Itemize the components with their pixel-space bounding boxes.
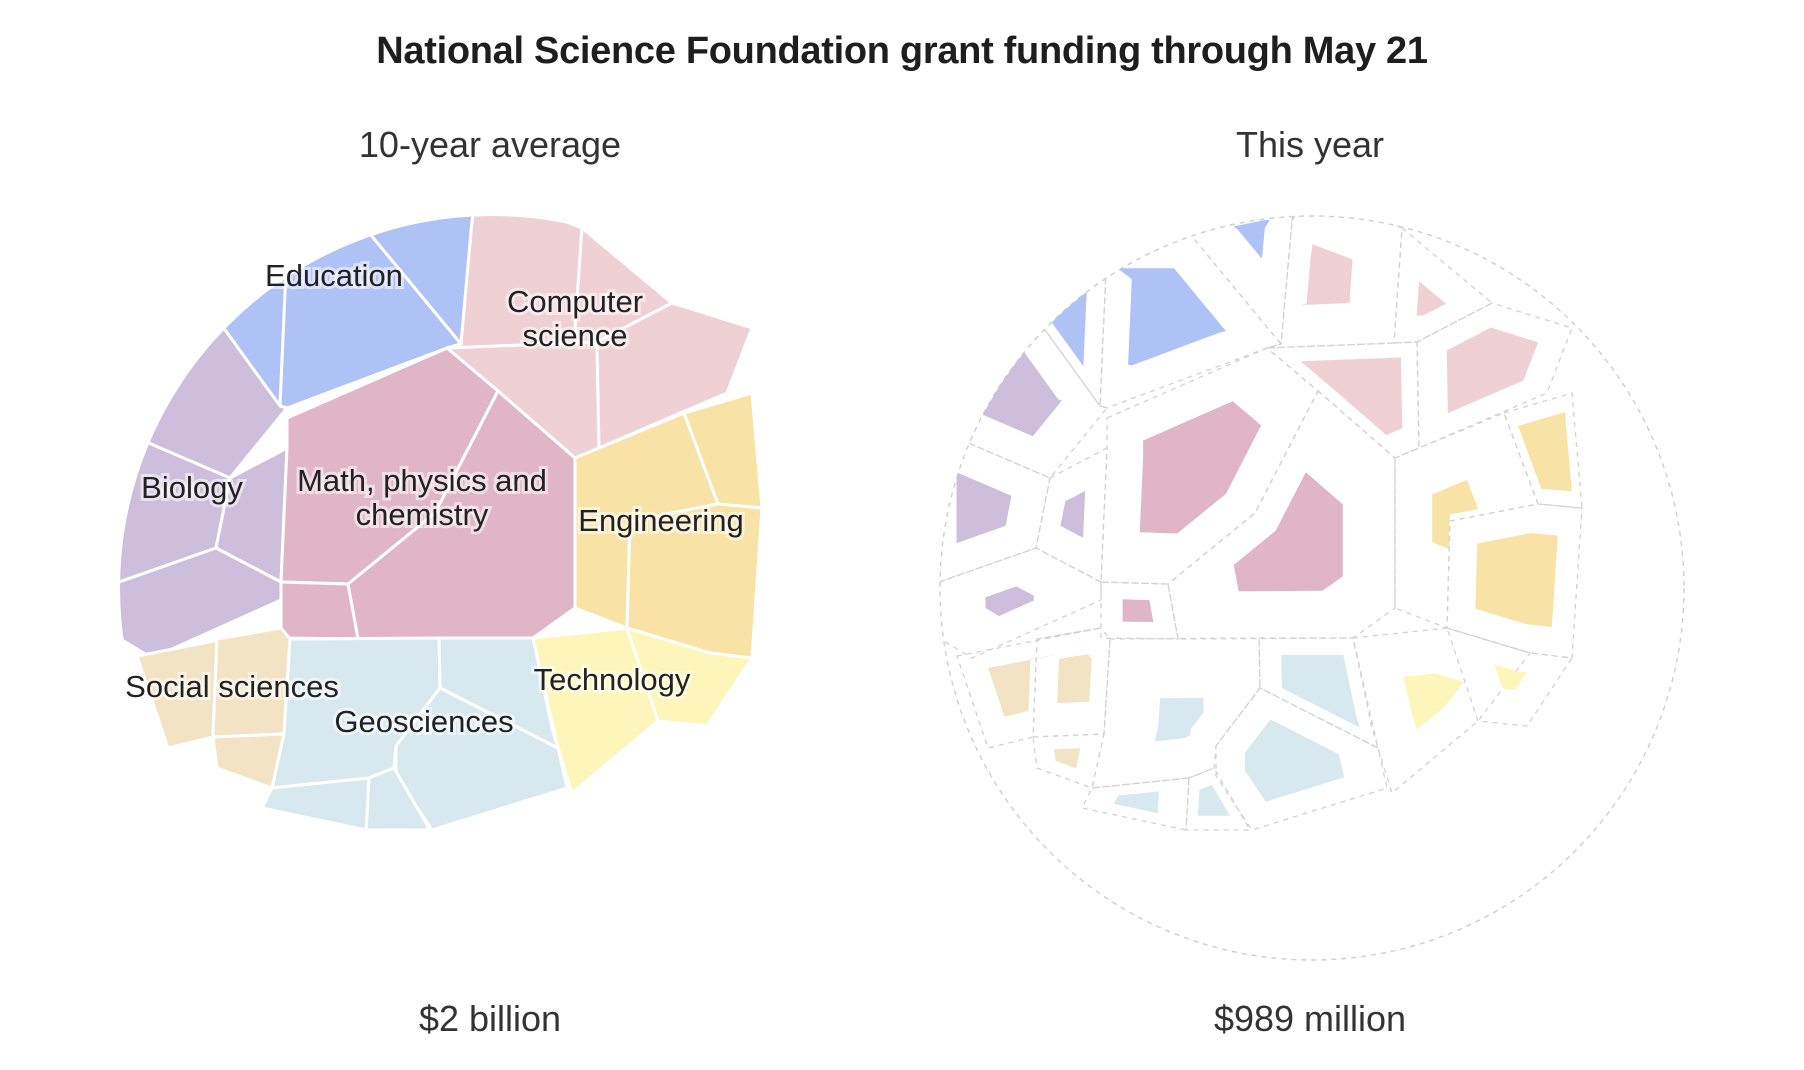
this-year-cell-biology	[985, 586, 1034, 617]
this-year-cell-outline-geosciences	[1081, 777, 1190, 831]
this-year-cell-education	[1117, 268, 1226, 366]
this-year-cell-computer-science	[1301, 244, 1353, 305]
this-year-cell-outline-engineering	[1503, 392, 1583, 509]
this-year-cell-computer-science	[1300, 357, 1403, 435]
avg-cell-math-physics-and-chemistry	[279, 580, 360, 641]
avg-cell-education	[130, 226, 262, 330]
cell-label-biology: Biology	[141, 470, 243, 505]
chart-title: National Science Foundation grant fundin…	[376, 30, 1428, 72]
this-year-cell-outline-math-physics-and-chemistry	[1100, 581, 1179, 640]
this-year-cell-outline-biology	[940, 547, 1102, 659]
this-year-cell-outline-geosciences	[1091, 637, 1261, 789]
this-year-cell-math-physics-and-chemistry	[1233, 472, 1343, 592]
avg-cell-computer-science	[595, 301, 754, 450]
this-year-cell-outline-computer-science	[1416, 302, 1573, 449]
cell-label-social-sciences: Social sciences	[125, 669, 339, 704]
this-year-cell-social-sciences	[1057, 654, 1092, 704]
this-year-cell-outline-engineering	[1394, 412, 1539, 629]
this-year-cell-outline-biology	[940, 336, 953, 365]
this-year-cell-math-physics-and-chemistry	[1139, 401, 1262, 534]
cell-label-technology: Technology	[534, 662, 691, 697]
panel-label-10-year-average: 10-year average	[358, 124, 622, 165]
this-year-outer-boundary	[939, 215, 1685, 961]
total-this-year: $989 million	[1213, 998, 1407, 1039]
total-10-year-average: $2 billion	[418, 998, 562, 1039]
this-year-cell-engineering	[1518, 412, 1572, 492]
this-year-cell-biology	[956, 472, 1012, 544]
this-year-cell-computer-science	[1446, 327, 1539, 414]
this-year-cell-math-physics-and-chemistry	[1122, 599, 1154, 623]
this-year-cell-outline-math-physics-and-chemistry	[1167, 389, 1396, 640]
cell-label-geosciences: Geosciences	[334, 704, 513, 739]
this-year-cell-geosciences	[1114, 791, 1159, 814]
this-year-cell-education	[1233, 219, 1270, 259]
cell-label-education: Education	[265, 258, 403, 293]
this-year-cell-biology	[967, 344, 1062, 437]
this-year-cell-engineering	[1475, 533, 1558, 628]
avg-cell-biology	[120, 336, 134, 365]
this-year-cell-social-sciences	[1054, 748, 1081, 769]
this-year-cell-social-sciences	[988, 653, 1065, 717]
this-year-cell-education	[978, 255, 1038, 301]
this-year-cell-outline-technology	[1445, 627, 1574, 727]
cell-label-math-physics-and-chemistry: Math, physics and chemistry	[297, 463, 547, 532]
avg-cell-technology	[625, 626, 754, 728]
avg-cell-geosciences	[260, 776, 371, 832]
panel-label-this-year: This year	[1235, 124, 1385, 165]
this-year-cell-outline-social-sciences	[1032, 627, 1111, 738]
cell-label-engineering: Engineering	[578, 503, 743, 538]
this-year-cell-outline-geosciences	[1215, 687, 1388, 831]
this-year-cell-engineering	[1432, 479, 1478, 549]
this-year-voronoi-chart	[939, 215, 1685, 961]
this-year-cell-biology	[940, 342, 949, 359]
cell-label-computer-science: Computer science	[507, 284, 643, 353]
this-year-cell-education	[1004, 256, 1088, 367]
this-year-cell-outline-computer-science	[1393, 226, 1494, 344]
ten-year-average-voronoi-chart: Education Computer science Biology Math, phy…	[120, 216, 764, 832]
this-year-cell-geosciences	[1281, 655, 1360, 728]
this-year-cell-geosciences	[1197, 784, 1230, 816]
this-year-cell-outline-education	[951, 227, 1081, 330]
this-year-cell-computer-science	[1416, 281, 1446, 316]
this-year-cell-outline-technology	[1352, 627, 1532, 795]
this-year-cell-technology	[1494, 664, 1527, 690]
this-year-cell-biology	[1060, 490, 1086, 538]
this-year-cell-technology	[1403, 673, 1464, 730]
this-year-cell-outline-biology	[1035, 446, 1108, 584]
this-year-cell-geosciences	[1154, 697, 1204, 742]
this-year-cell-geosciences	[1244, 719, 1345, 802]
